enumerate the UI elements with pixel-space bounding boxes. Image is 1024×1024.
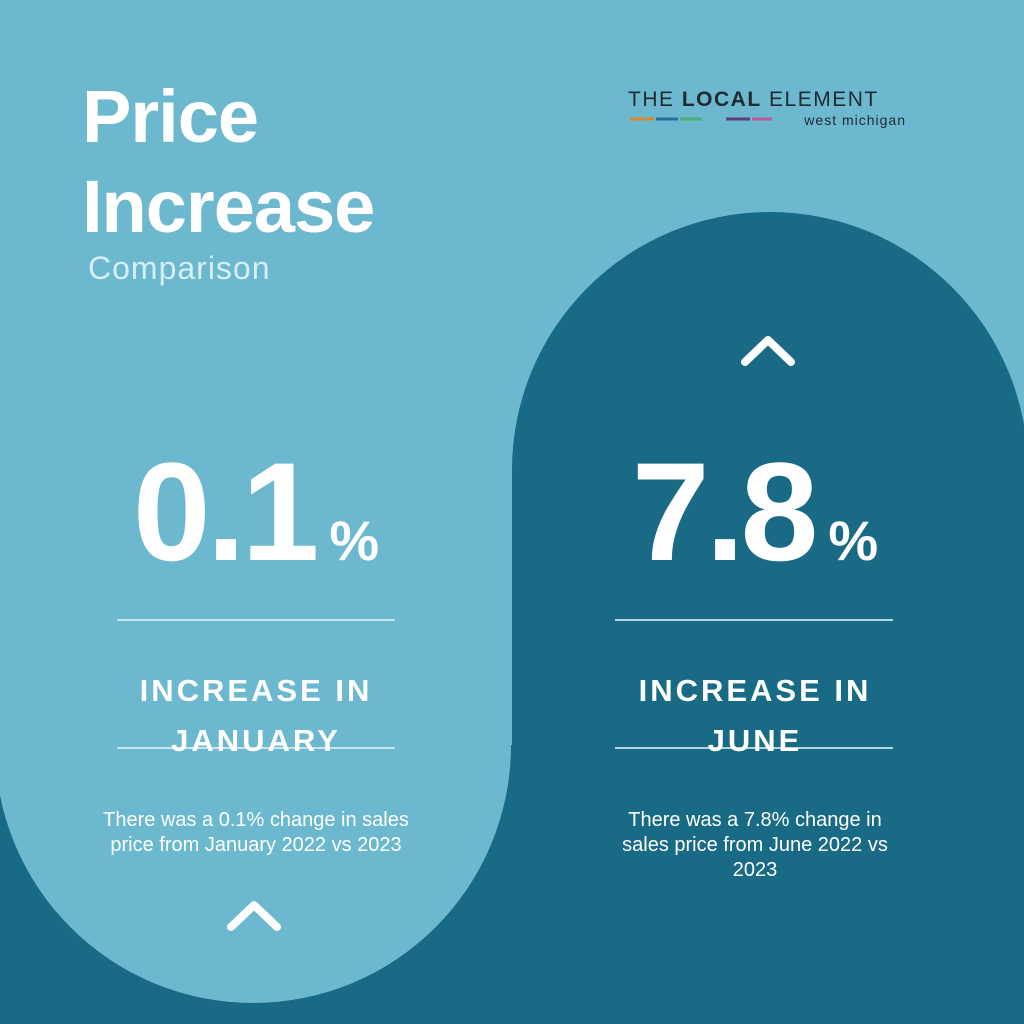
stat: 0.1% INCREASE IN JANUARY There was a 0.1…	[86, 442, 426, 858]
logo-word: LOCAL	[681, 88, 762, 111]
title: Price Increase	[82, 75, 375, 248]
right-pill-top	[512, 212, 1024, 728]
stat-label: INCREASE IN JUNE	[638, 673, 872, 758]
logo-tagline: west michigan	[804, 112, 906, 128]
stat-number: 7.8%	[585, 442, 925, 611]
stat-unit: %	[828, 509, 879, 572]
stat-value: 7.8	[631, 433, 819, 590]
stat-value: 0.1	[132, 433, 320, 590]
logo: THE LOCAL ELEMENT west michigan	[628, 88, 906, 128]
stat: 7.8% INCREASE IN JUNE There was a 7.8% c…	[585, 442, 925, 883]
left-pill-bottom	[0, 487, 511, 1003]
subtitle: Comparison	[88, 250, 271, 286]
stat-label: INCREASE IN JANUARY	[139, 673, 373, 758]
logo-word: ELEMENT	[769, 88, 879, 111]
stat-description: There was a 7.8% change in sales price f…	[622, 809, 888, 881]
chevron	[741, 336, 795, 366]
logo-word: THE	[628, 88, 675, 111]
chevron	[227, 901, 281, 931]
logo-text: THE LOCAL ELEMENT	[628, 88, 906, 112]
stat-description: There was a 0.1% change in sales price f…	[103, 809, 409, 856]
stat-number: 0.1%	[86, 442, 426, 611]
stat-unit: %	[329, 509, 380, 572]
